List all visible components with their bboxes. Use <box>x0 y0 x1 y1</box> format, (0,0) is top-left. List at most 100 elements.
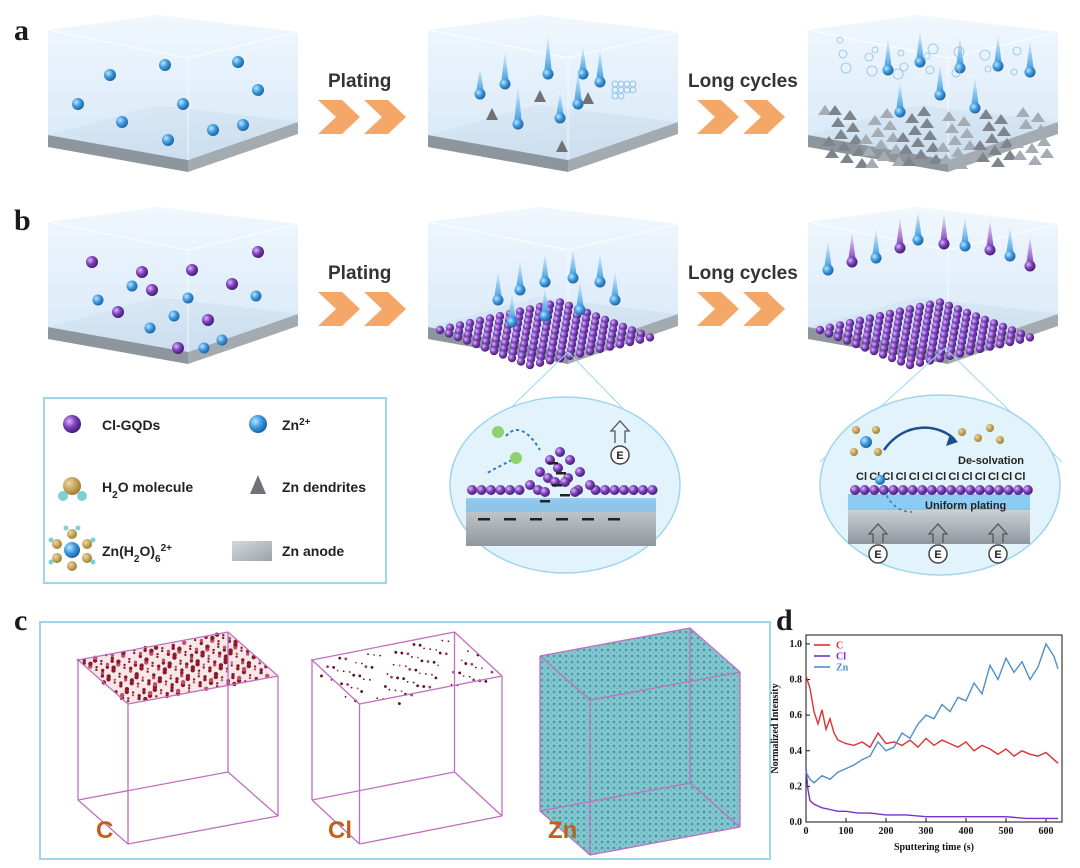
carbon-speck <box>222 634 225 637</box>
gas-bubble <box>1012 46 1022 56</box>
zn-dendrite <box>908 125 922 135</box>
cube-edge <box>127 815 279 845</box>
gqd-dot <box>1013 485 1024 495</box>
carbon-speck <box>205 644 210 649</box>
zn-ion <box>168 310 180 322</box>
carbon-speck <box>175 688 181 694</box>
carbon-speck <box>203 677 207 682</box>
cube-edge <box>77 631 229 661</box>
gas-bubble <box>864 52 874 62</box>
carbon-speck <box>231 675 235 680</box>
zn-ion <box>237 119 249 131</box>
carbon-speck <box>240 649 243 652</box>
carbon-speck <box>222 648 227 652</box>
carbon-speck <box>223 654 229 659</box>
zn-deposit-cone <box>494 270 502 300</box>
cell-edge <box>47 29 299 59</box>
zn-dendrite <box>979 109 993 119</box>
electrolyte-cell <box>47 15 299 172</box>
carbon-speck <box>179 659 182 663</box>
zn-dendrite <box>892 156 906 166</box>
gqd-dot <box>1025 333 1035 342</box>
chlorine-speck <box>400 690 403 693</box>
legend-complex: Zn(H2O)62+ <box>102 543 172 565</box>
cube-edge <box>227 631 279 677</box>
gqd-dot <box>605 342 615 351</box>
carbon-speck <box>100 668 105 673</box>
zn-dendrite <box>1028 155 1042 165</box>
y-tick-label: 1.0 <box>790 639 803 650</box>
tomography-cubes <box>76 627 741 856</box>
zn-deposit-cone <box>579 46 587 74</box>
chlorine-speck <box>397 702 401 705</box>
cell-edge <box>427 29 679 59</box>
process-arrow-icon <box>318 100 406 134</box>
zn-deposit-cone <box>476 66 484 94</box>
gas-bubble <box>840 62 852 74</box>
water-molecule <box>874 448 882 456</box>
x-tick-label: 500 <box>999 826 1014 837</box>
gqd-dot <box>486 485 496 495</box>
carbon-speck <box>129 666 133 671</box>
y-tick-label: 0.0 <box>790 817 803 828</box>
cube-edge <box>539 810 591 856</box>
negative-charge <box>608 518 620 521</box>
zn-ion <box>870 252 882 264</box>
gqd-dot <box>555 447 565 457</box>
zn-dendrite <box>834 129 848 139</box>
zn-dendrite <box>865 158 879 168</box>
carbon-speck <box>171 643 175 648</box>
carbon-speck <box>151 676 156 680</box>
zn-ion <box>572 98 584 110</box>
zn-ion <box>499 78 511 90</box>
carbon-speck <box>184 653 187 657</box>
gqd-dot <box>625 337 635 347</box>
carbon-speck <box>147 679 151 683</box>
cube-edge <box>311 631 455 661</box>
carbon-speck <box>146 670 149 673</box>
carbon-speck <box>100 659 103 663</box>
gqd-dot <box>994 485 1004 495</box>
zn-ion <box>954 62 966 74</box>
zn-dendrite <box>960 128 974 138</box>
zn-ion <box>144 322 156 334</box>
y-tick-label: 0.6 <box>790 710 803 721</box>
cube-edge <box>589 671 741 701</box>
zn-ion <box>232 56 244 68</box>
zn-dendrite <box>973 140 987 150</box>
carbon-speck <box>157 664 161 668</box>
carbon-speck <box>155 695 158 698</box>
chlorine-speck <box>370 665 374 669</box>
gqd-dot <box>860 343 870 352</box>
carbon-speck <box>231 673 235 677</box>
carbon-speck <box>170 685 174 690</box>
cube-edge <box>311 771 455 801</box>
cube-edge <box>359 675 503 705</box>
anode-side <box>48 135 188 172</box>
cube-edge <box>127 675 279 705</box>
zn-dendrite <box>534 90 546 102</box>
gas-bubble <box>923 52 931 60</box>
chlorine-speck <box>384 685 387 688</box>
zn-dendrite <box>1016 107 1030 117</box>
gqd-dot <box>585 480 595 490</box>
gqd-dot <box>595 344 605 354</box>
cl-label: Cl <box>975 471 986 483</box>
zn-deposit-cone <box>516 260 524 290</box>
gqd-dot <box>1024 260 1036 272</box>
carbon-speck <box>171 646 175 650</box>
carbon-speck <box>156 655 159 659</box>
gqd-dot <box>850 485 860 495</box>
carbon-speck <box>175 677 179 681</box>
chlorine-speck <box>332 666 336 669</box>
zn-deposit-cone <box>896 218 904 248</box>
gqd-dot <box>925 356 935 365</box>
chlorine-speck <box>464 662 468 665</box>
carbon-speck <box>111 665 116 670</box>
water-molecule <box>974 434 982 442</box>
carbon-speck <box>170 688 174 693</box>
gas-bubble <box>871 46 879 54</box>
zn-dendrite <box>828 105 842 115</box>
chlorine-speck <box>462 675 465 677</box>
carbon-speck <box>177 646 182 651</box>
